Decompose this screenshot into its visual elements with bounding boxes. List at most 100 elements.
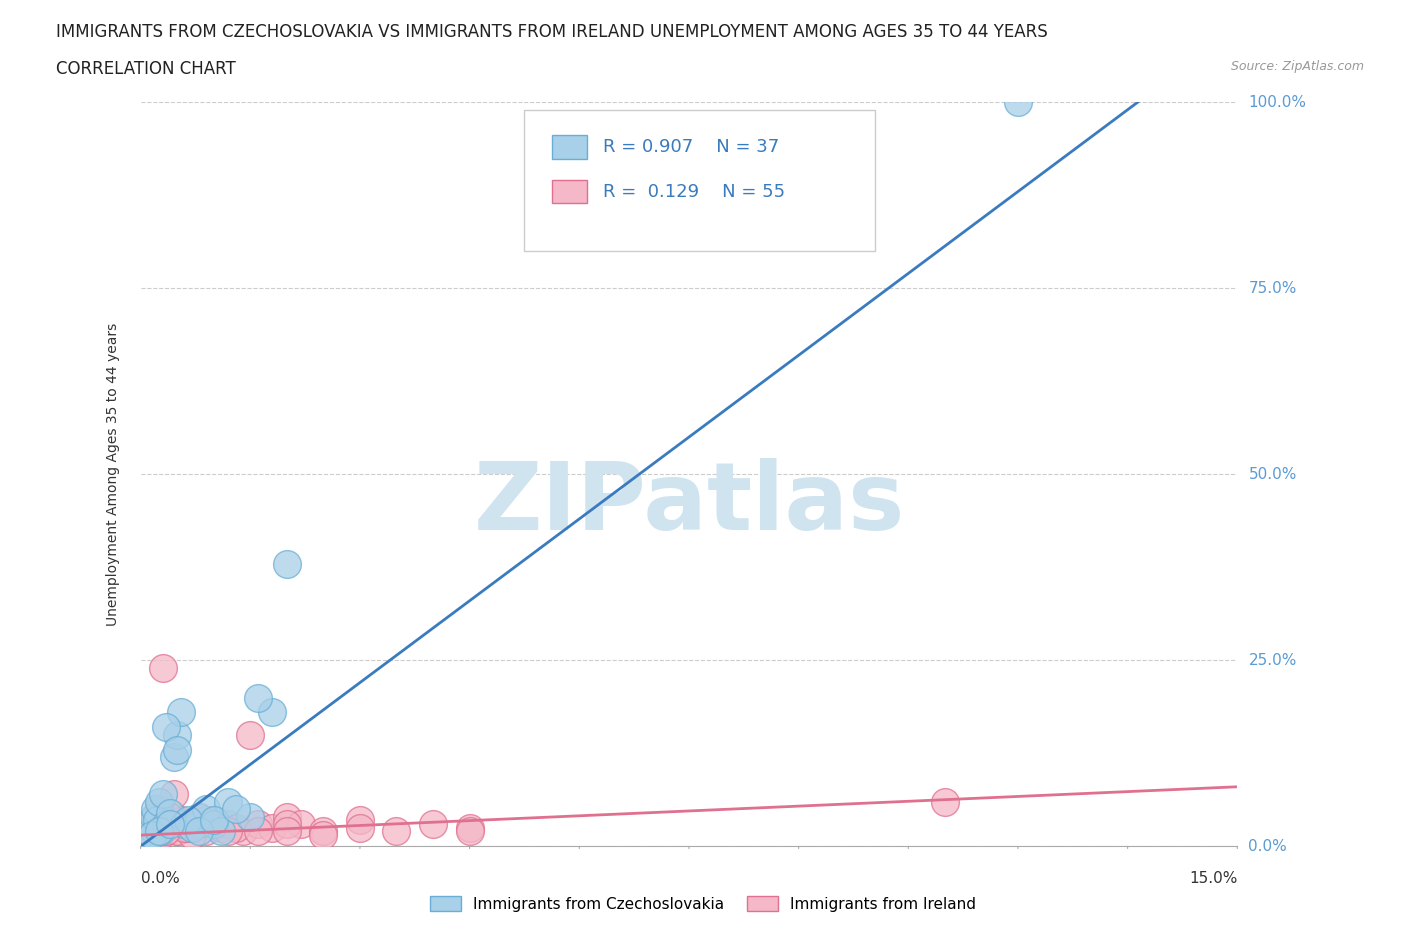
Point: [141, 828, 163, 843]
Text: 25.0%: 25.0%: [1249, 653, 1296, 668]
Point: [458, 824, 481, 839]
Text: 0.0%: 0.0%: [141, 871, 180, 886]
Point: [188, 809, 211, 824]
Point: [217, 824, 239, 839]
Point: [458, 820, 481, 835]
Point: [1007, 95, 1029, 110]
Point: [159, 817, 181, 831]
Point: [276, 556, 298, 571]
Point: [159, 805, 181, 820]
Point: [188, 824, 211, 839]
Point: [159, 820, 181, 835]
Point: [170, 705, 193, 720]
Text: Source: ZipAtlas.com: Source: ZipAtlas.com: [1230, 60, 1364, 73]
Point: [209, 824, 232, 839]
Point: [239, 727, 262, 742]
Point: [349, 813, 371, 828]
Point: [290, 817, 312, 831]
Point: [225, 802, 247, 817]
Point: [134, 831, 156, 846]
Point: [202, 817, 225, 831]
Point: [173, 817, 195, 831]
Point: [155, 720, 177, 735]
Point: [246, 690, 269, 705]
Point: [195, 813, 218, 828]
Point: [422, 817, 444, 831]
Point: [152, 660, 174, 675]
Point: [141, 817, 163, 831]
Point: [209, 820, 232, 835]
Point: [152, 787, 174, 802]
Point: [195, 824, 218, 839]
Point: [148, 824, 170, 839]
Point: [166, 742, 188, 757]
Point: [180, 820, 202, 835]
Point: [349, 820, 371, 835]
Point: [202, 813, 225, 828]
Point: [162, 750, 184, 764]
Point: [166, 824, 188, 839]
Legend: Immigrants from Czechoslovakia, Immigrants from Ireland: Immigrants from Czechoslovakia, Immigran…: [425, 889, 981, 918]
Point: [385, 824, 408, 839]
Point: [312, 824, 335, 839]
Point: [188, 817, 211, 831]
Point: [262, 705, 284, 720]
Point: [143, 802, 166, 817]
Point: [195, 802, 218, 817]
Point: [173, 820, 195, 835]
Point: [162, 787, 184, 802]
Point: [202, 813, 225, 828]
Point: [141, 820, 163, 835]
Point: [202, 817, 225, 831]
Point: [276, 809, 298, 824]
Text: 50.0%: 50.0%: [1249, 467, 1296, 482]
Point: [177, 813, 200, 828]
Text: R =  0.129    N = 55: R = 0.129 N = 55: [603, 182, 786, 201]
Bar: [551, 179, 586, 204]
Point: [134, 828, 156, 843]
Point: [225, 820, 247, 835]
Point: [136, 820, 159, 835]
Point: [170, 813, 193, 828]
Point: [155, 817, 177, 831]
Point: [135, 824, 157, 839]
Point: [148, 813, 170, 828]
Point: [177, 820, 200, 835]
Point: [934, 794, 956, 809]
Point: [145, 813, 167, 828]
Point: [155, 817, 177, 831]
Point: [239, 809, 262, 824]
Y-axis label: Unemployment Among Ages 35 to 44 years: Unemployment Among Ages 35 to 44 years: [105, 323, 120, 626]
Point: [138, 828, 160, 843]
Bar: [551, 135, 586, 159]
Text: IMMIGRANTS FROM CZECHOSLOVAKIA VS IMMIGRANTS FROM IRELAND UNEMPLOYMENT AMONG AGE: IMMIGRANTS FROM CZECHOSLOVAKIA VS IMMIGR…: [56, 23, 1047, 41]
Point: [276, 817, 298, 831]
Point: [142, 824, 165, 839]
Point: [166, 727, 188, 742]
Point: [148, 802, 170, 817]
FancyBboxPatch shape: [524, 110, 876, 251]
Point: [246, 824, 269, 839]
Text: CORRELATION CHART: CORRELATION CHART: [56, 60, 236, 78]
Point: [159, 809, 181, 824]
Point: [142, 809, 165, 824]
Point: [188, 809, 211, 824]
Text: 75.0%: 75.0%: [1249, 281, 1296, 296]
Point: [217, 817, 239, 831]
Text: 0.0%: 0.0%: [1249, 839, 1286, 854]
Text: 15.0%: 15.0%: [1189, 871, 1237, 886]
Point: [166, 824, 188, 839]
Text: R = 0.907    N = 37: R = 0.907 N = 37: [603, 138, 780, 156]
Point: [262, 820, 284, 835]
Text: 100.0%: 100.0%: [1249, 95, 1306, 110]
Point: [155, 824, 177, 839]
Text: ZIPatlas: ZIPatlas: [474, 458, 904, 550]
Point: [150, 824, 173, 839]
Point: [148, 794, 170, 809]
Point: [145, 820, 167, 835]
Point: [135, 824, 157, 839]
Point: [136, 817, 159, 831]
Point: [173, 817, 195, 831]
Point: [162, 809, 184, 824]
Point: [180, 828, 202, 843]
